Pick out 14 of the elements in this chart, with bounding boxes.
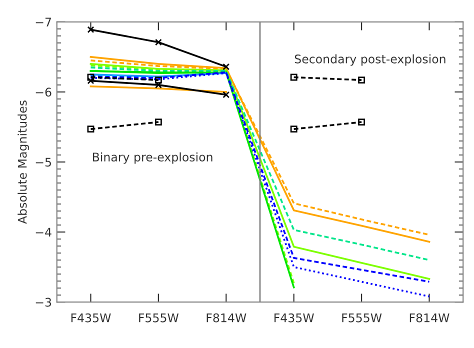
x-tick-label: F555W [342,314,382,322]
y-axis-title: Absolute Magnitudes [18,100,30,224]
x-tick-label: F555W [139,314,179,322]
y-tick-label: −7 [36,18,52,26]
x-tick-label: F435W [274,313,314,322]
y-tick-label: −6 [36,88,52,97]
y-tick-label: −4 [36,228,52,237]
annotation: Binary pre-explosion [92,152,212,164]
x-tick-label: F435W [71,313,111,322]
x-tick-label: F814W [410,313,450,322]
x-tick-label: F814W [206,313,246,322]
y-tick-label: −3 [36,298,52,307]
y-tick-label: −5 [36,158,51,167]
annotation: Secondary post-explosion [294,54,446,66]
